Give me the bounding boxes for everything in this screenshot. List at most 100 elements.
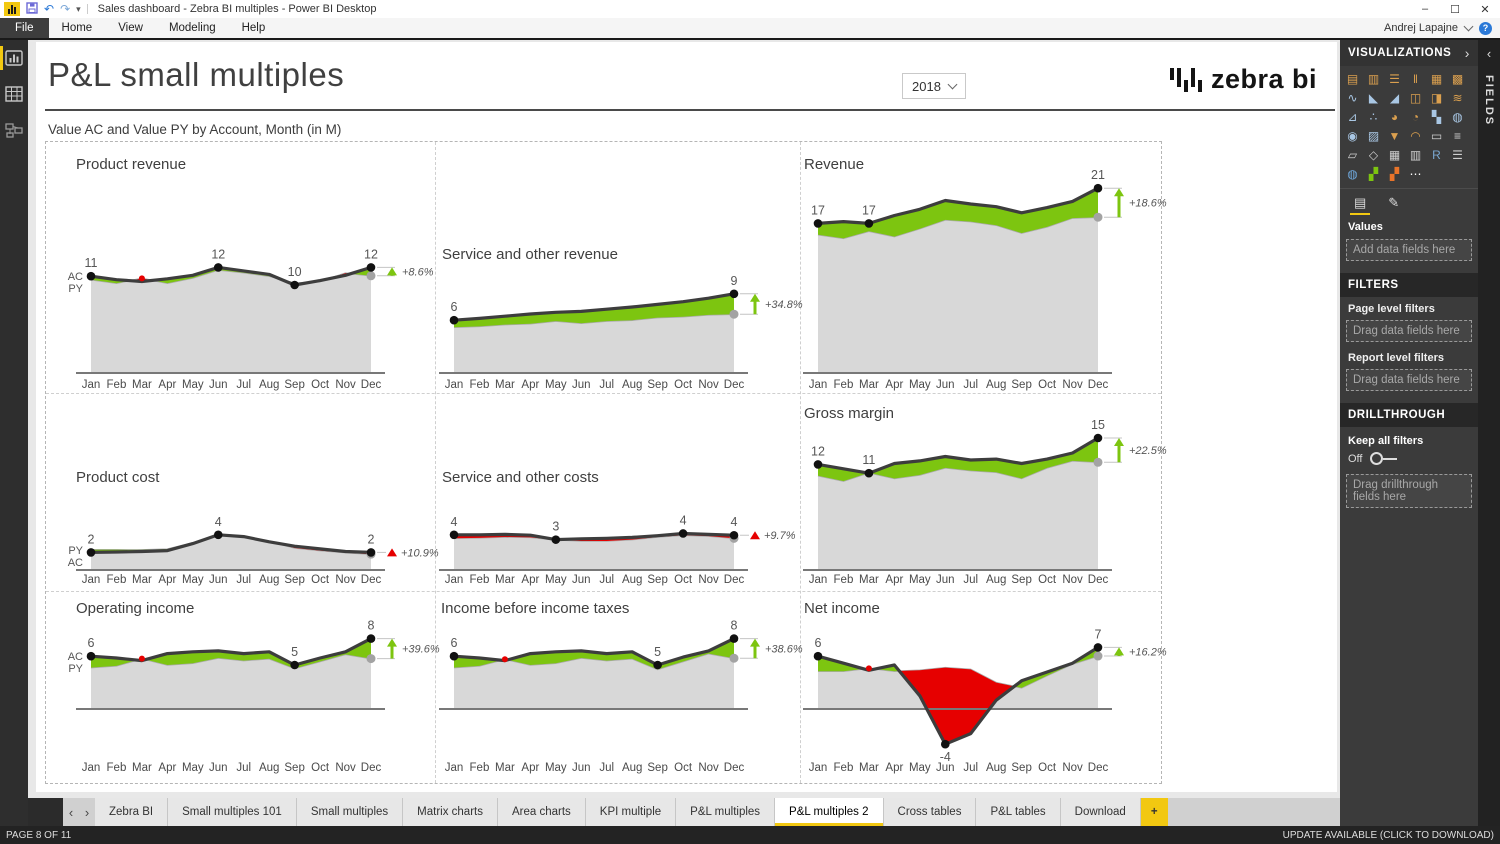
model-view-button[interactable] (0, 118, 28, 142)
clustered-column-chart-icon[interactable]: ‖ (1413, 71, 1418, 86)
expand-fields-icon[interactable]: ‹ (1486, 46, 1492, 61)
fields-subtab-icon[interactable]: ▤ (1350, 193, 1370, 215)
collapse-visualizations-icon[interactable]: › (1464, 45, 1470, 61)
svg-text:Feb: Feb (470, 762, 490, 774)
small-multiples-visual[interactable]: Product revenue 11 12 10 12 Jan Feb Mar Apr May Ju… (45, 141, 1167, 785)
shape-map-icon[interactable]: ▨ (1367, 128, 1380, 143)
minimize-button[interactable]: – (1421, 2, 1429, 15)
filter-dropzone[interactable]: Drag data fields here (1346, 320, 1472, 342)
chart-gross-margin[interactable]: Gross margin 12 11 15 Jan Feb Mar Apr May Jun Jul A… (800, 393, 1167, 591)
page-tab-p-l-multiples-2[interactable]: P&L multiples 2 (775, 798, 884, 826)
page-tab-small-multiples[interactable]: Small multiples (296, 798, 404, 826)
arcgis-map-icon[interactable]: ◍ (1347, 166, 1358, 181)
card-icon[interactable]: ▭ (1430, 128, 1443, 143)
page-tab-matrix-charts[interactable]: Matrix charts (403, 798, 498, 826)
zebra-bi-tables-visual-icon[interactable]: ▞ (1389, 166, 1400, 181)
new-page-button[interactable]: + (1140, 798, 1168, 826)
clustered-bar-chart-icon[interactable]: ☰ (1389, 71, 1400, 86)
chart-income-before-income-taxes[interactable]: Income before income taxes 6 5 8 Jan Feb Mar Ap… (435, 591, 803, 785)
chart-net-income[interactable]: Net income 6 -4 7 Jan Feb Mar Apr May Jun Jul Aug Se… (800, 591, 1167, 785)
paginated-report-icon[interactable]: ☰ (1452, 147, 1463, 162)
page-tab-small-multiples-101[interactable]: Small multiples 101 (168, 798, 297, 826)
stacked-column-chart-icon[interactable]: ▥ (1367, 71, 1380, 86)
chart-service-and-other-revenue[interactable]: Service and other revenue 6 9 Jan Feb Mar Apr M… (435, 142, 803, 393)
filter-dropzone[interactable]: Drag data fields here (1346, 369, 1472, 391)
more-options-icon[interactable]: ⋯ (1409, 166, 1422, 181)
format-subtab-icon[interactable]: ✎ (1388, 195, 1400, 210)
redo-button[interactable]: ↷ (60, 2, 71, 16)
chart-plot: 17 17 21 Jan Feb Mar Apr May Jun Jul Aug Sep Oct Nov D… (803, 168, 1167, 391)
undo-button[interactable]: ↶ (44, 2, 55, 16)
year-filter-dropdown[interactable]: 2018 (902, 73, 966, 99)
update-available-link[interactable]: UPDATE AVAILABLE (CLICK TO DOWNLOAD) (1282, 829, 1494, 841)
menu-modeling[interactable]: Modeling (168, 22, 216, 34)
keep-filters-toggle-row: Off (1340, 449, 1478, 470)
line-and-stacked-column-chart-icon[interactable]: ◨ (1430, 90, 1443, 105)
svg-text:Jan: Jan (809, 574, 828, 586)
chart-service-and-other-costs[interactable]: Service and other costs 4 3 4 4 Jan Feb Mar Apr M… (435, 393, 800, 591)
100-stacked-column-chart-icon[interactable]: ▩ (1451, 71, 1464, 86)
save-button[interactable] (26, 2, 38, 16)
line-chart-icon[interactable]: ∿ (1347, 90, 1358, 105)
chart-operating-income[interactable]: Operating income 6 5 8 Jan Feb Mar Apr May Jun Jul… (46, 591, 440, 785)
tab-scroll-forward-icon[interactable]: › (84, 804, 90, 820)
funnel-chart-icon[interactable]: ▼ (1388, 128, 1401, 143)
stacked-bar-chart-icon[interactable]: ▤ (1346, 71, 1359, 86)
quick-access-toolbar: ↶ ↷ ▾ Sales dashboard - Zebra BI multipl… (0, 2, 376, 16)
report-view-button[interactable] (0, 46, 28, 70)
chart-product-revenue[interactable]: Product revenue 11 12 10 12 Jan Feb Mar Apr May Ju… (46, 142, 435, 393)
donut-chart-icon[interactable]: ◔ (1411, 109, 1420, 124)
page-tab-kpi-multiple[interactable]: KPI multiple (585, 798, 677, 826)
chart-product-cost[interactable]: Product cost 2 4 2 Jan Feb Mar Apr May Jun Jul Aug S… (46, 393, 439, 591)
stacked-area-chart-icon[interactable]: ◢ (1389, 90, 1400, 105)
values-dropzone[interactable]: Add data fields here (1346, 239, 1472, 261)
gauge-icon[interactable]: ◠ (1410, 128, 1421, 143)
100-stacked-bar-chart-icon[interactable]: ▦ (1430, 71, 1443, 86)
data-view-button[interactable] (0, 82, 28, 106)
status-bar: PAGE 8 OF 11 UPDATE AVAILABLE (CLICK TO … (0, 826, 1500, 844)
ribbon-chart-icon[interactable]: ≋ (1452, 90, 1463, 105)
toolbar-customize-caret-icon[interactable]: ▾ (76, 4, 81, 14)
slicer-icon[interactable]: ◇ (1368, 147, 1379, 162)
table-icon[interactable]: ▦ (1388, 147, 1401, 162)
account-name[interactable]: Andrej Lapajne (1383, 22, 1458, 34)
drillthrough-dropzone[interactable]: Drag drillthrough fields here (1346, 474, 1472, 508)
svg-text:Aug: Aug (622, 762, 642, 774)
visualizations-pane: VISUALIZATIONS › ▤ ▥ ☰ ‖ ▦ ▩ ∿ ◣ ◢ ◫ ◨ ≋ ⊿ ∴ ◕ ◔ ▚ ◍ ◉ ▨ ▼ ◠ ▭… (1340, 40, 1478, 826)
scatter-chart-icon[interactable]: ∴ (1369, 109, 1378, 124)
treemap-icon[interactable]: ▚ (1431, 109, 1442, 124)
fields-pane-collapsed[interactable]: ‹ FIELDS (1478, 40, 1500, 826)
svg-text:5: 5 (291, 645, 298, 659)
page-tab-zebra-bi[interactable]: Zebra BI (95, 798, 169, 826)
account-area: Andrej Lapajne ? (1384, 18, 1500, 38)
multi-row-card-icon[interactable]: ≡ (1453, 128, 1461, 143)
pie-chart-icon[interactable]: ◕ (1390, 109, 1399, 124)
keep-filters-toggle[interactable] (1370, 452, 1398, 465)
powerbi-app-icon[interactable] (4, 2, 20, 16)
map-icon[interactable]: ◍ (1452, 109, 1463, 124)
filled-map-icon[interactable]: ◉ (1347, 128, 1358, 143)
area-chart-icon[interactable]: ◣ (1368, 90, 1379, 105)
menu-file[interactable]: File (0, 18, 49, 38)
menu-help[interactable]: Help (241, 22, 266, 34)
zebra-bi-charts-visual-icon[interactable]: ▞ (1368, 166, 1379, 181)
r-script-visual-icon[interactable]: R (1432, 147, 1441, 162)
chart-revenue[interactable]: Revenue 17 17 21 Jan Feb Mar Apr May Jun Jul Aug Sep… (800, 142, 1167, 393)
tab-scroll-back-icon[interactable]: ‹ (68, 804, 74, 820)
help-icon[interactable]: ? (1479, 21, 1492, 35)
matrix-icon[interactable]: ▥ (1409, 147, 1422, 162)
menu-home[interactable]: Home (61, 22, 93, 34)
kpi-icon[interactable]: ▱ (1347, 147, 1358, 162)
line-and-clustered-column-chart-icon[interactable]: ◫ (1409, 90, 1422, 105)
page-tab-cross-tables[interactable]: Cross tables (883, 798, 977, 826)
page-tab-p-l-multiples[interactable]: P&L multiples (676, 798, 776, 826)
waterfall-chart-icon[interactable]: ⊿ (1347, 109, 1358, 124)
close-button[interactable]: ✕ (1480, 3, 1490, 16)
menu-view[interactable]: View (118, 22, 143, 34)
page-tab-p-l-tables[interactable]: P&L tables (976, 798, 1061, 826)
svg-text:May: May (909, 574, 931, 586)
page-tab-area-charts[interactable]: Area charts (497, 798, 586, 826)
page-tab-download[interactable]: Download (1060, 798, 1141, 826)
maximize-button[interactable]: ☐ (1450, 3, 1460, 16)
account-chevron-down-icon[interactable] (1463, 21, 1474, 32)
